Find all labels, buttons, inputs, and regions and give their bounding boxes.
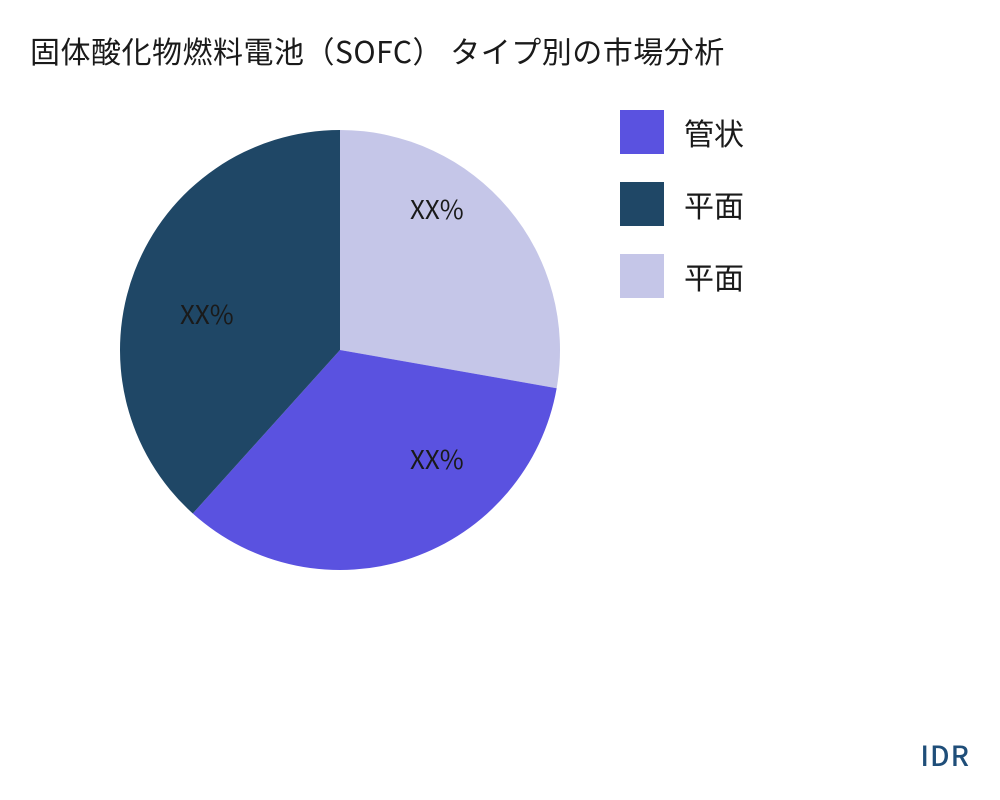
legend-label-0: 管状 — [684, 110, 744, 154]
legend-item-0: 管状 — [620, 110, 744, 154]
slice-label-2: XX% — [180, 295, 234, 332]
slice-label-1: XX% — [410, 440, 464, 477]
pie-slice-0 — [340, 130, 560, 388]
legend-swatch-1 — [620, 182, 664, 226]
pie-svg — [110, 120, 570, 580]
legend-label-1: 平面 — [684, 182, 744, 226]
slice-label-0: XX% — [410, 190, 464, 227]
legend-label-2: 平面 — [684, 254, 744, 298]
page-title: 固体酸化物燃料電池（SOFC） タイプ別の市場分析 — [30, 28, 725, 72]
legend-item-2: 平面 — [620, 254, 744, 298]
legend-swatch-0 — [620, 110, 664, 154]
legend-swatch-2 — [620, 254, 664, 298]
legend-item-1: 平面 — [620, 182, 744, 226]
pie-chart: XX% XX% XX% — [110, 120, 570, 580]
legend: 管状 平面 平面 — [620, 110, 744, 326]
footer-brand: IDR — [920, 735, 970, 775]
